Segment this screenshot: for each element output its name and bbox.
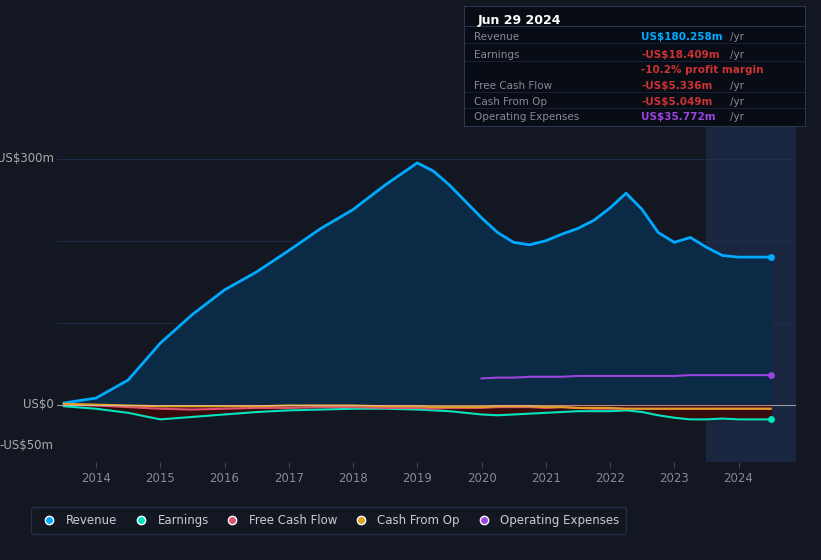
Text: US$300m: US$300m xyxy=(0,152,54,165)
Text: -10.2% profit margin: -10.2% profit margin xyxy=(641,66,764,76)
Text: /yr: /yr xyxy=(730,50,744,60)
Bar xyxy=(706,126,803,462)
Text: Operating Expenses: Operating Expenses xyxy=(474,113,580,123)
Text: /yr: /yr xyxy=(730,97,744,107)
Text: /yr: /yr xyxy=(730,113,744,123)
Text: Cash From Op: Cash From Op xyxy=(474,97,547,107)
Text: -US$5.049m: -US$5.049m xyxy=(641,97,713,107)
Text: -US$5.336m: -US$5.336m xyxy=(641,81,713,91)
Text: US$35.772m: US$35.772m xyxy=(641,113,716,123)
Text: Free Cash Flow: Free Cash Flow xyxy=(474,81,553,91)
Text: Earnings: Earnings xyxy=(474,50,520,60)
Legend: Revenue, Earnings, Free Cash Flow, Cash From Op, Operating Expenses: Revenue, Earnings, Free Cash Flow, Cash … xyxy=(30,507,626,534)
Text: US$180.258m: US$180.258m xyxy=(641,32,722,42)
Text: Jun 29 2024: Jun 29 2024 xyxy=(478,14,561,27)
Text: /yr: /yr xyxy=(730,32,744,42)
Text: Revenue: Revenue xyxy=(474,32,519,42)
Text: -US$50m: -US$50m xyxy=(0,439,54,452)
Text: US$0: US$0 xyxy=(23,398,54,411)
Text: /yr: /yr xyxy=(730,81,744,91)
Text: -US$18.409m: -US$18.409m xyxy=(641,50,720,60)
